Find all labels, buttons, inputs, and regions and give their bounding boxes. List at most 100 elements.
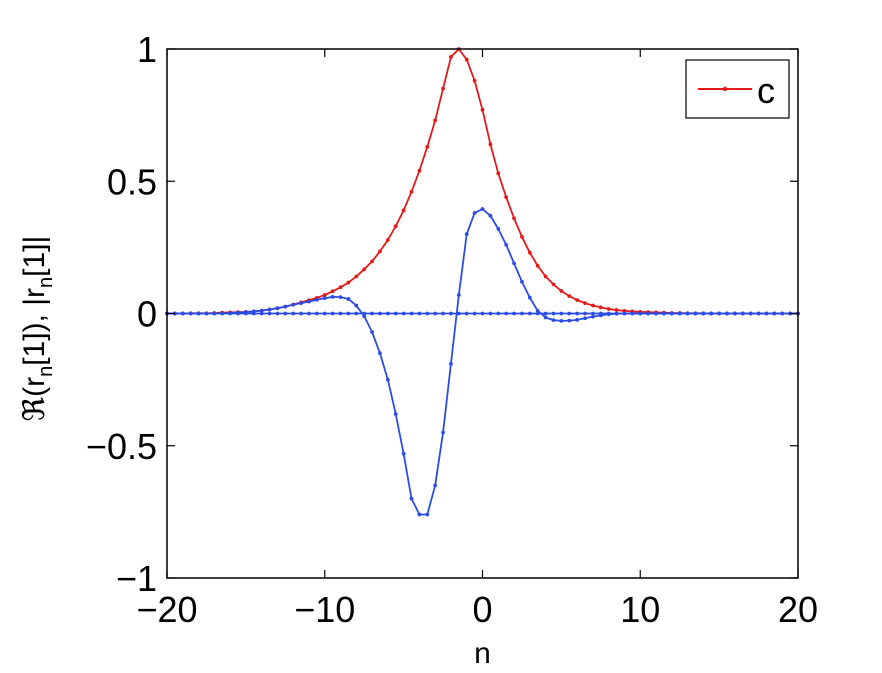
series-3-point — [220, 311, 225, 316]
series-3-point — [236, 311, 240, 316]
series-2-point — [291, 302, 296, 307]
series-3-point — [512, 311, 516, 316]
series-3-point — [567, 311, 572, 316]
series-3-point — [362, 311, 367, 316]
series-2-point — [472, 211, 477, 215]
series-2-point — [583, 316, 587, 321]
series-2-point — [456, 293, 461, 297]
series-layer — [165, 47, 800, 517]
series-2-point — [275, 306, 280, 311]
series-1-point — [535, 263, 540, 268]
series-2-point — [354, 303, 359, 308]
series-3-point — [701, 311, 706, 316]
series-2-point — [267, 307, 272, 312]
series-1-point — [378, 249, 382, 254]
series-3-point — [180, 311, 185, 316]
series-3-point — [748, 311, 753, 316]
series-3-point — [196, 311, 201, 316]
series-2-point — [575, 317, 580, 322]
series-3-point — [733, 311, 737, 316]
series-2-point — [338, 295, 343, 299]
series-3-point — [417, 311, 422, 316]
series-1-point — [385, 238, 390, 242]
y-axis-label: ℜ(rn[1]), |rn[1]| — [18, 236, 57, 422]
y-axis-label-suffix: [1]| — [18, 236, 51, 277]
series-1-point — [417, 168, 422, 173]
series-3-point — [535, 311, 540, 316]
series-2-point — [370, 330, 374, 334]
series-1-point — [425, 144, 430, 149]
series-3-point — [346, 311, 351, 316]
series-1-point — [393, 224, 398, 229]
series-3-point — [228, 311, 233, 316]
y-tick-label: −1 — [116, 558, 157, 599]
series-3-point — [622, 311, 627, 316]
series-3-point — [709, 311, 714, 316]
y-axis-label-sub2: n — [35, 277, 57, 288]
series-1-point — [512, 216, 516, 221]
series-1-point — [622, 308, 627, 313]
series-2-point — [464, 232, 469, 237]
series-3-point — [638, 311, 643, 316]
series-2-point — [591, 314, 595, 319]
y-axis-label-sub1: n — [35, 366, 57, 377]
series-2-point — [527, 295, 532, 300]
x-tick-label: 20 — [778, 589, 818, 630]
series-3-point — [291, 311, 296, 316]
series-1-point — [338, 285, 343, 290]
series-1-point — [464, 57, 469, 62]
series-3-point — [551, 311, 556, 316]
series-3-point — [401, 311, 406, 316]
series-2-point — [307, 299, 311, 304]
series-2-point — [409, 496, 414, 501]
legend-label: c — [757, 70, 775, 111]
series-2-point — [488, 213, 493, 218]
series-3-point — [677, 311, 682, 316]
axis-tick-labels: −20 −10 0 10 20 −1 −0.5 0 0.5 1 — [86, 29, 818, 630]
series-3-point — [780, 311, 785, 316]
series-3-point — [772, 311, 777, 316]
series-1-point — [591, 303, 595, 308]
series-3-point — [575, 311, 580, 316]
series-3-point — [378, 311, 382, 316]
series-3 — [165, 311, 800, 316]
series-2-point — [425, 512, 430, 517]
series-3-point — [275, 311, 280, 316]
series-3-point — [598, 311, 603, 316]
series-2-point — [385, 377, 390, 382]
series-2-point — [346, 297, 351, 301]
series-1-point — [504, 195, 509, 200]
series-1-point — [575, 298, 580, 302]
series-3-point — [646, 311, 651, 316]
series-1-point — [433, 118, 438, 123]
series-2-point — [322, 296, 327, 301]
series-3-point — [409, 311, 414, 316]
x-tick-label: 0 — [472, 589, 492, 630]
series-2-point — [259, 308, 264, 313]
series-1-point — [606, 307, 611, 311]
series-1-point — [409, 189, 414, 194]
series-1-point — [496, 171, 501, 176]
series-3-point — [654, 311, 658, 316]
legend: c — [685, 59, 790, 119]
series-1-point — [449, 55, 453, 59]
series-3-point — [433, 311, 438, 316]
series-3-point — [488, 311, 493, 316]
x-tick-label: −10 — [294, 589, 355, 630]
series-2-point — [551, 318, 556, 323]
series-3-point — [464, 311, 469, 316]
legend-marker — [722, 86, 728, 92]
series-3-point — [472, 311, 477, 316]
series-1-point — [322, 293, 327, 297]
series-3-point — [669, 311, 674, 316]
series-3-point — [385, 311, 390, 316]
series-2-point — [401, 451, 406, 456]
series-3-point — [370, 311, 374, 316]
series-3-point — [717, 311, 722, 316]
series-3-point — [606, 311, 611, 316]
y-tick-label: −0.5 — [86, 426, 157, 467]
series-3-point — [583, 311, 587, 316]
series-2-point — [480, 207, 485, 211]
series-3-point — [496, 311, 501, 316]
